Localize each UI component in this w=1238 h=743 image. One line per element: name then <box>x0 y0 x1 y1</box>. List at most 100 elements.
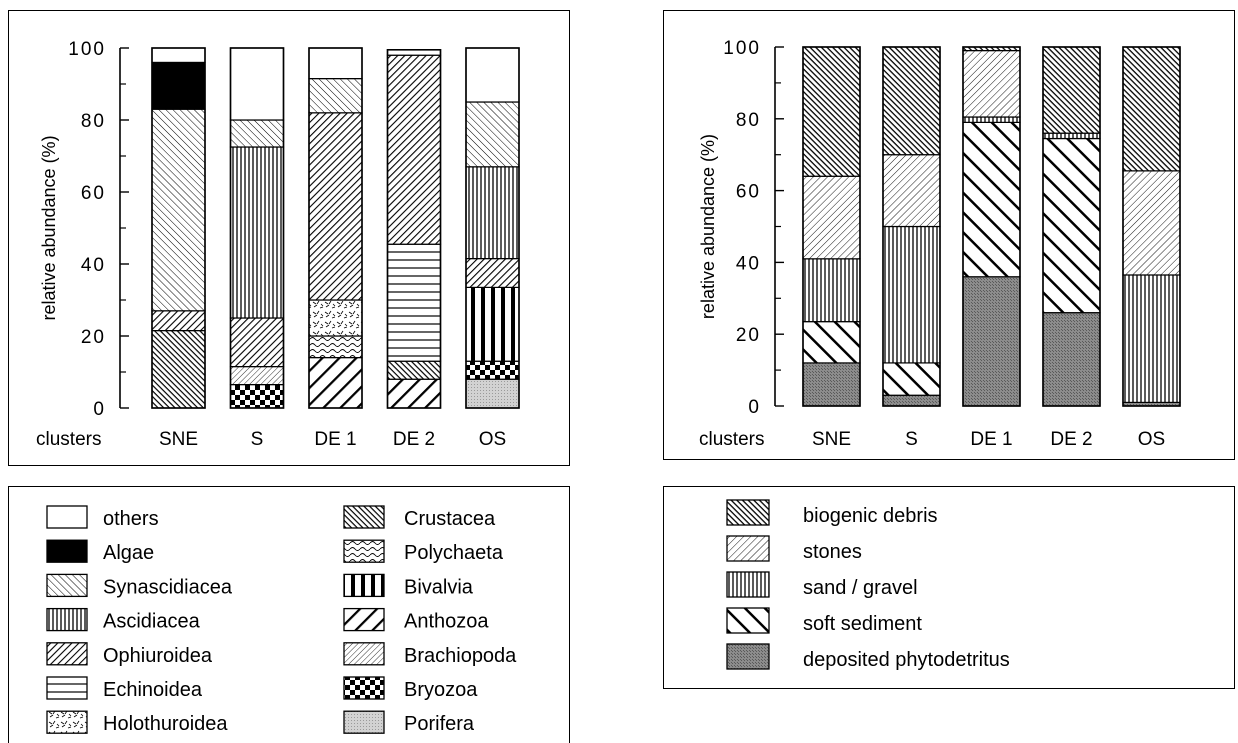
taxa-legend-item-swatch <box>343 573 385 598</box>
left-category-label: OS <box>479 429 506 450</box>
taxa-legend-item-swatch <box>343 539 385 563</box>
substrate-legend-item-swatch <box>726 643 770 670</box>
taxa-legend-item-label: Ascidiacea <box>103 611 201 633</box>
left-bar-segment <box>386 54 442 245</box>
right-bar-segment <box>962 121 1021 278</box>
right-category-label: DE 1 <box>970 429 1012 450</box>
taxa-legend-item-label: Brachiopoda <box>404 645 517 667</box>
left-bar-segment <box>386 243 442 362</box>
left-bar-outline <box>386 48 442 409</box>
taxa-legend-item-swatch <box>46 710 88 734</box>
taxa-legend-item-swatch <box>46 573 88 598</box>
left-bar-outline <box>151 47 206 409</box>
taxa-legend-item-swatch <box>46 505 88 529</box>
right-bar-outline <box>1122 46 1181 407</box>
left-y-axis-title: relative abundance (%) <box>39 135 59 320</box>
left-bar-segment <box>151 330 206 409</box>
left-bar-segment <box>229 47 285 121</box>
left-bar-segment <box>229 146 285 319</box>
left-bar-segment <box>465 286 520 362</box>
taxa-legend-item-swatch <box>343 676 385 700</box>
taxa-legend-item-swatch <box>46 539 88 563</box>
left-bar-segment <box>151 310 206 332</box>
substrate-legend-item-swatch <box>726 571 770 598</box>
right-category-label: OS <box>1138 429 1165 450</box>
substrate-legend-item-label: stones <box>803 541 862 563</box>
right-y-tick-label: 80 <box>736 110 761 131</box>
left-x-axis-title: clusters <box>36 429 101 450</box>
right-bar-segment <box>802 46 861 177</box>
right-stacked-bar-chart: 0 20 40 60 80 100 relative abundance (%) cluste… <box>698 38 1181 450</box>
taxa-legend-item-label: Crustacea <box>404 508 496 530</box>
taxa-legend-item-label: Polychaeta <box>404 542 504 564</box>
left-bar-segment <box>386 360 442 380</box>
taxa-legend: others Algae Synascidiacea Ascidiacea Ophiur… <box>46 505 517 735</box>
left-bar-segment <box>151 61 206 110</box>
right-bar-segment <box>882 362 941 396</box>
left-bar-outline <box>229 47 285 409</box>
taxa-legend-item-swatch <box>343 505 385 529</box>
right-y-tick-label: 60 <box>736 182 761 203</box>
substrate-legend-item-label: biogenic debris <box>803 505 938 527</box>
substrate-legend-item-label: soft sediment <box>803 613 922 635</box>
right-bar-segment <box>802 258 861 323</box>
left-bar-segment <box>229 119 285 148</box>
left-bar-segment <box>229 384 285 409</box>
taxa-legend-item-label: Synascidiacea <box>103 576 233 598</box>
left-bar-segment <box>151 108 206 312</box>
left-bar-segment <box>308 299 363 337</box>
substrate-legend: biogenic debris stones sand / gravel soft s… <box>726 499 1010 671</box>
left-y-tick-label: 60 <box>81 183 106 204</box>
right-bar-segment <box>962 49 1021 118</box>
taxa-legend-item-swatch <box>46 676 88 700</box>
right-bar-segment <box>1122 46 1181 172</box>
taxa-legend-item-swatch <box>46 642 88 666</box>
right-bar-segment <box>882 394 941 407</box>
right-bar-outline <box>1042 46 1101 407</box>
right-bar-segment <box>802 175 861 260</box>
right-bar-segment <box>962 116 1021 123</box>
taxa-legend-item-label: Algae <box>103 542 154 564</box>
left-category-label: SNE <box>159 429 198 450</box>
taxa-legend-item-label: Porifera <box>404 713 475 735</box>
right-bar-segment <box>1042 312 1101 407</box>
left-bar-segment <box>151 47 206 63</box>
taxa-legend-item-swatch <box>343 607 385 632</box>
left-bar-segment <box>386 49 442 56</box>
legend-left-panel <box>8 486 570 743</box>
right-y-tick-label: 0 <box>748 397 761 418</box>
taxa-legend-item-swatch <box>343 642 385 666</box>
substrate-legend-item-label: sand / gravel <box>803 577 918 599</box>
taxa-legend-item-swatch <box>343 710 385 734</box>
substrate-legend-item-swatch <box>726 499 770 526</box>
left-category-label: S <box>251 429 264 450</box>
substrate-legend-item-swatch <box>726 535 770 562</box>
taxa-legend-item-label: Holothuroidea <box>103 713 228 735</box>
right-category-label: DE 2 <box>1050 429 1092 450</box>
left-category-label: DE 2 <box>393 429 435 450</box>
right-bar-segment <box>802 362 861 407</box>
left-bar-segment <box>465 101 520 168</box>
right-bar-outline <box>882 46 941 407</box>
left-bar-segment <box>229 317 285 368</box>
left-bar-segment <box>308 77 363 114</box>
right-bar-outline <box>802 46 861 407</box>
left-bar-segment <box>465 166 520 260</box>
left-bar-segment <box>308 335 363 359</box>
right-category-label: S <box>905 429 918 450</box>
left-bar-segment <box>229 366 285 386</box>
taxa-legend-item-swatch <box>46 607 88 632</box>
taxa-legend-item-label: Bivalvia <box>404 576 474 598</box>
left-category-label: DE 1 <box>314 429 356 450</box>
left-bar-segment <box>386 378 442 409</box>
right-y-axis-title: relative abundance (%) <box>698 134 718 319</box>
left-bar-segment <box>308 357 363 409</box>
taxa-legend-item-label: Anthozoa <box>404 611 489 633</box>
left-bar-segment <box>465 378 520 409</box>
left-y-tick-label: 40 <box>81 255 106 276</box>
right-bar-segment <box>1122 170 1181 276</box>
right-bar-outline <box>962 46 1021 407</box>
right-bar-segment <box>1122 274 1181 404</box>
right-x-axis-title: clusters <box>699 429 764 450</box>
